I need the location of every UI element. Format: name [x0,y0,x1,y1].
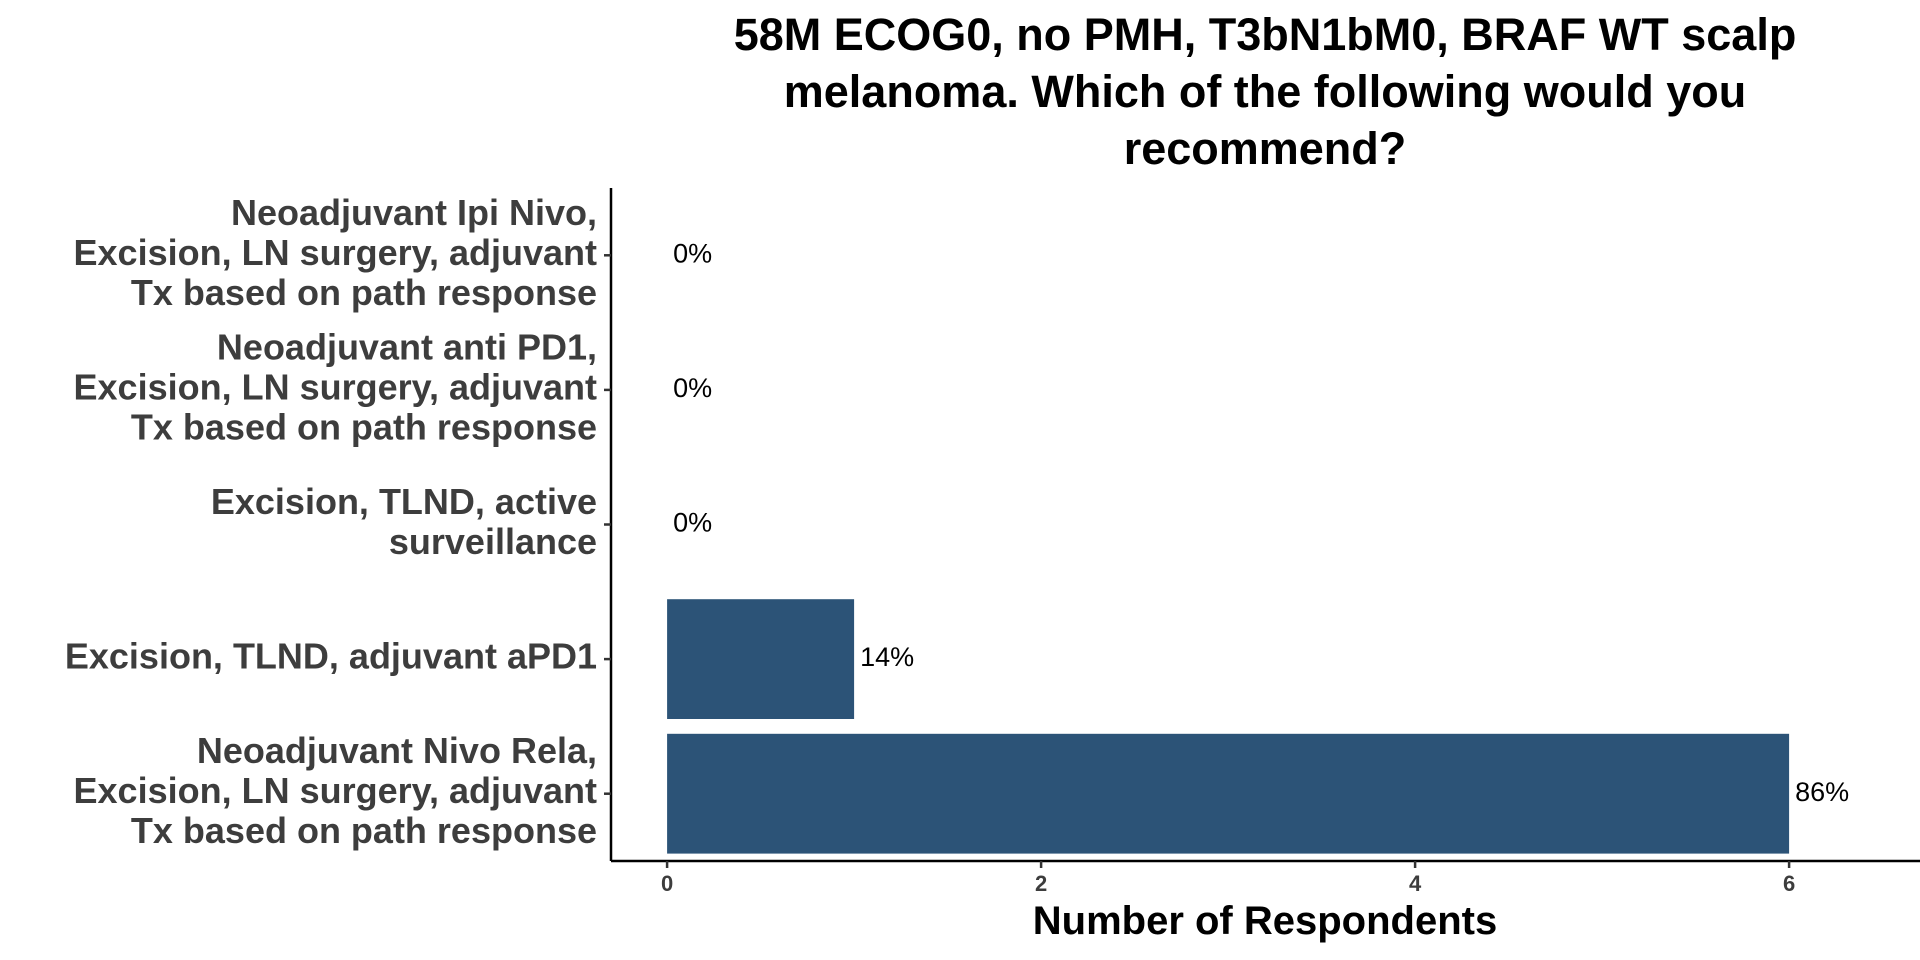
category-label-line: Tx based on path response [131,810,597,851]
category-label-line: Excision, LN surgery, adjuvant [74,232,597,273]
x-tick-label-4: 4 [1409,871,1422,896]
title-line-3: recommend? [1124,123,1407,174]
category-label-line: Neoadjuvant Nivo Rela, [197,730,597,771]
data-labels: 0% 0% 0% 14% 86% [673,238,1849,806]
axes [604,188,1920,863]
bar-4 [667,599,855,719]
category-label-line: Neoadjuvant Ipi Nivo, [231,192,597,233]
category-label-5: Neoadjuvant Nivo Rela, Excision, LN surge… [74,730,597,851]
x-tick-label-6: 6 [1783,871,1795,896]
x-tick-label-2: 2 [1035,871,1047,896]
data-label-3: 0% [673,508,712,538]
data-label-5: 86% [1795,777,1849,807]
category-label-line: Excision, TLND, adjuvant aPD1 [65,636,597,677]
bars [667,599,1790,854]
category-label-line: Tx based on path response [131,272,597,313]
category-label-line: Tx based on path response [131,406,597,447]
chart-title: 58M ECOG0, no PMH, T3bN1bM0, BRAF WT sca… [734,9,1797,174]
x-ticks: 0 2 4 6 [661,861,1795,896]
category-label-line: surveillance [389,521,597,562]
category-label-line: Excision, TLND, active [211,481,597,522]
category-label-line: Excision, LN surgery, adjuvant [74,770,597,811]
data-label-1: 0% [673,238,712,268]
category-labels: Neoadjuvant Ipi Nivo, Excision, LN surger… [65,192,597,851]
title-line-2: melanoma. Which of the following would y… [784,66,1746,117]
data-label-4: 14% [860,642,914,672]
category-label-2: Neoadjuvant anti PD1, Excision, LN surger… [74,326,597,447]
data-label-2: 0% [673,373,712,403]
category-label-line: Excision, LN surgery, adjuvant [74,366,597,407]
title-line-1: 58M ECOG0, no PMH, T3bN1bM0, BRAF WT sca… [734,9,1797,60]
bar-5 [667,733,1790,854]
x-tick-label-0: 0 [661,871,673,896]
category-label-line: Neoadjuvant anti PD1, [217,326,597,367]
category-label-3: Excision, TLND, active surveillance [211,481,597,562]
category-label-1: Neoadjuvant Ipi Nivo, Excision, LN surger… [74,192,597,313]
x-axis-title: Number of Respondents [1033,899,1497,943]
category-label-4: Excision, TLND, adjuvant aPD1 [65,636,597,677]
